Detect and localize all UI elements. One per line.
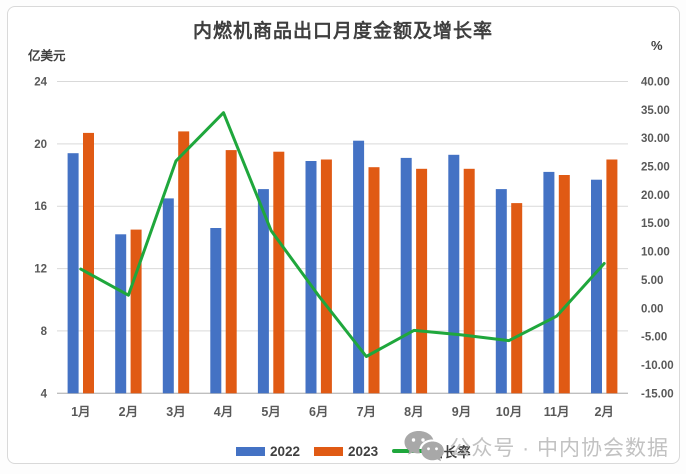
bar-2023 (416, 168, 428, 394)
legend-swatch-growth-rate (392, 449, 426, 453)
x-axis-label: 1月 (71, 405, 90, 419)
right-axis-tick: 35.00 (641, 105, 670, 117)
x-axis-label: 7月 (357, 405, 376, 419)
legend-label-2022: 2022 (270, 443, 301, 459)
right-axis-unit-label: % (651, 38, 663, 53)
bar-2022 (448, 154, 460, 394)
bar-2023 (273, 151, 285, 394)
legend-label-growth-rate: 增长率 (430, 445, 471, 460)
right-axis-tick: 25.00 (641, 162, 670, 174)
bar-2023 (178, 131, 190, 394)
right-axis-tick: 20.00 (641, 190, 670, 202)
right-axis-tick: -10.00 (641, 360, 674, 372)
legend-swatch-2023 (314, 446, 344, 456)
bar-2023 (463, 168, 475, 394)
bar-2022 (305, 161, 317, 394)
growth-rate-line (79, 111, 606, 358)
bar-2023 (606, 159, 618, 394)
bar-2022 (67, 153, 79, 394)
bar-2022 (162, 198, 174, 394)
legend: 2022 2023 增长率 (236, 441, 471, 461)
bar-2022 (353, 140, 365, 394)
x-axis-label: 5月 (261, 405, 280, 419)
x-axis-label: 2月 (594, 405, 613, 419)
bar-2023 (130, 229, 142, 394)
left-axis-tick: 4 (41, 388, 48, 400)
bar-2023 (511, 203, 523, 394)
right-axis-tick: 10.00 (641, 247, 670, 259)
bar-2023 (368, 167, 380, 394)
x-axis-label: 2月 (119, 405, 138, 419)
left-axis-tick: 12 (34, 264, 47, 276)
right-axis-tick: -15.00 (641, 388, 674, 400)
legend-item-2023: 2023 (314, 444, 378, 459)
bar-2023 (83, 132, 94, 394)
left-axis-tick: 16 (34, 201, 47, 213)
x-axis-label: 8月 (404, 405, 423, 419)
bar-2022 (257, 189, 269, 394)
x-axis-label: 6月 (309, 405, 328, 419)
bar-2022 (115, 234, 127, 394)
right-axis-tick: 40.00 (641, 77, 670, 89)
chart-title: 内燃机商品出口月度金额及增长率 (192, 21, 493, 42)
legend-swatch-2022 (236, 446, 265, 456)
left-axis-tick: 24 (34, 77, 47, 89)
right-axis-tick: 15.00 (641, 218, 670, 230)
legend-item-growth-rate: 增长率 (392, 441, 471, 461)
x-axis-label: 4月 (214, 405, 233, 419)
bar-2023 (320, 159, 332, 394)
x-axis-label: 10月 (496, 405, 522, 419)
right-axis-tick: -5.00 (641, 332, 667, 344)
right-axis-tick: 5.00 (641, 275, 663, 287)
bar-2022 (543, 171, 555, 394)
bar-2022 (210, 228, 222, 394)
bar-2022 (400, 157, 412, 394)
x-axis-label: 9月 (452, 405, 471, 419)
x-axis-label: 3月 (166, 405, 185, 419)
left-axis-tick: 20 (34, 139, 47, 151)
bar-2022 (495, 189, 507, 394)
legend-label-2023: 2023 (348, 443, 379, 459)
legend-item-2022: 2022 (236, 444, 300, 459)
left-axis-tick: 8 (41, 326, 48, 338)
right-axis-tick: 0.00 (641, 303, 663, 315)
bar-2023 (225, 150, 237, 394)
left-axis-unit-label: 亿美元 (28, 49, 66, 63)
bar-2022 (591, 179, 602, 394)
x-axis-label: 11月 (544, 405, 570, 419)
right-axis-tick: 30.00 (641, 133, 670, 145)
bar-2023 (558, 175, 570, 394)
